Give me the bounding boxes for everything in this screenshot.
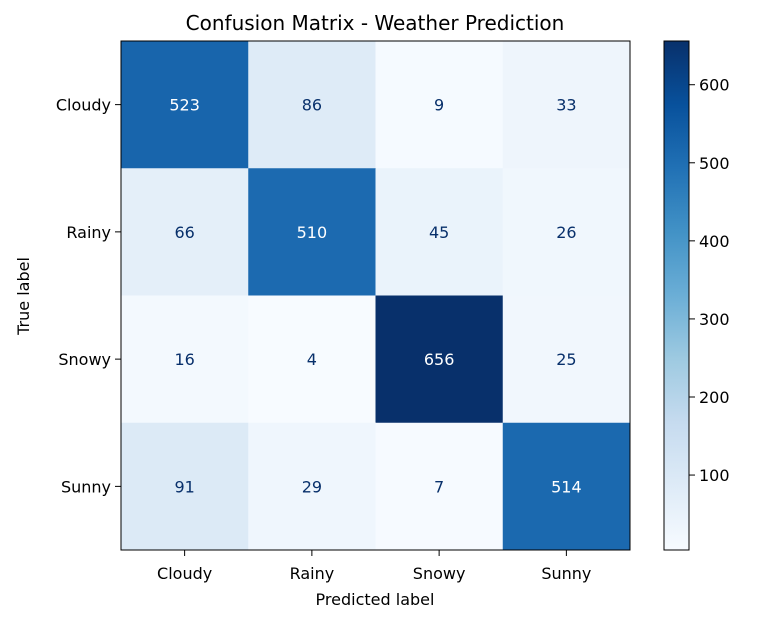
plot-frame (120, 40, 631, 551)
heatmap-cell (121, 41, 249, 169)
x-tick-label: Snowy (413, 564, 466, 583)
cell-value-label: 523 (169, 96, 200, 115)
x-tick-label: Rainy (290, 564, 335, 583)
x-axis-label: Predicted label (316, 590, 435, 609)
heatmap-cell (502, 422, 631, 551)
y-axis-label: True label (14, 257, 33, 336)
cell-value-label: 656 (424, 350, 455, 369)
x-axis-ticks: Cloudy Rainy Snowy Sunny (157, 550, 591, 583)
cell-value-label: 7 (434, 477, 444, 496)
cell-value-label: 66 (174, 223, 194, 242)
colorbar-ticks: 100 200 300 400 500 600 (689, 76, 730, 485)
cell-value-label: 510 (297, 223, 328, 242)
heatmap-cell (248, 422, 376, 551)
y-tick-label: Sunny (61, 477, 111, 496)
heatmap-cell (502, 295, 631, 424)
cell-value-label: 9 (434, 96, 444, 115)
cell-value-label: 29 (302, 477, 322, 496)
colorbar-tick-label: 600 (699, 76, 730, 95)
x-tick-label: Cloudy (157, 564, 212, 583)
heatmap-cell (502, 168, 631, 296)
heatmap-cell (248, 295, 376, 424)
cell-value-label: 4 (307, 350, 317, 369)
cell-value-labels: 523 86 9 33 66 510 45 26 16 4 656 25 91 29 7 514 (169, 96, 581, 497)
cell-value-label: 514 (551, 477, 582, 496)
colorbar-tick-label: 500 (699, 154, 730, 173)
y-tick-label: Rainy (66, 223, 111, 242)
cell-value-label: 45 (429, 223, 449, 242)
heatmap-cell (375, 295, 504, 424)
heatmap-cell (248, 41, 376, 169)
heatmap-cell (502, 41, 631, 169)
colorbar-tick-label: 400 (699, 232, 730, 251)
cell-value-label: 25 (556, 350, 576, 369)
y-tick-label: Snowy (58, 350, 111, 369)
heatmap-cell (375, 41, 504, 169)
heatmap-cell (121, 295, 249, 424)
cell-value-label: 33 (556, 96, 576, 115)
colorbar-tick-label: 300 (699, 310, 730, 329)
x-tick-label: Sunny (541, 564, 591, 583)
colorbar-tick-label: 200 (699, 388, 730, 407)
colorbar-tick-label: 100 (699, 466, 730, 485)
cell-value-label: 91 (174, 477, 194, 496)
cell-value-label: 86 (302, 96, 322, 115)
heatmap-cell (248, 168, 376, 296)
colorbar (663, 40, 690, 551)
heatmap-cell (121, 422, 249, 551)
chart-title: Confusion Matrix - Weather Prediction (186, 11, 565, 35)
heatmap-cells (121, 41, 631, 551)
heatmap-cell (375, 422, 504, 551)
cell-value-label: 16 (174, 350, 194, 369)
y-axis-ticks: Cloudy Rainy Snowy Sunny (56, 96, 121, 496)
cell-value-label: 26 (556, 223, 576, 242)
y-tick-label: Cloudy (56, 96, 111, 115)
heatmap-cell (375, 168, 504, 296)
heatmap-cell (121, 168, 249, 296)
